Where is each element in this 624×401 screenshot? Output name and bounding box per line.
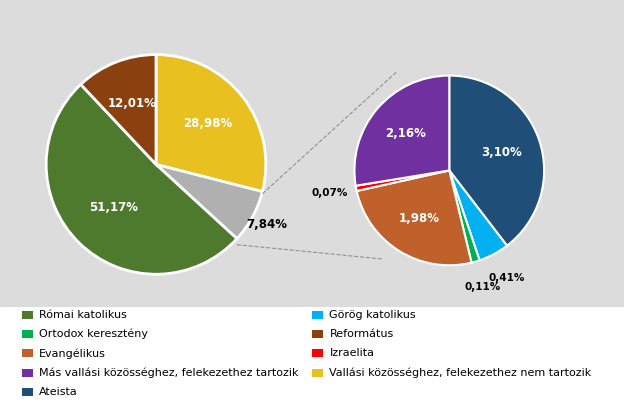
Text: 51,17%: 51,17% — [89, 201, 138, 214]
Text: Görög katolikus: Görög katolikus — [329, 310, 416, 320]
Text: 0,11%: 0,11% — [465, 282, 501, 292]
Wedge shape — [449, 75, 544, 246]
Text: 0,07%: 0,07% — [312, 188, 348, 198]
Text: Ortodox keresztény: Ortodox keresztény — [39, 329, 149, 339]
Wedge shape — [449, 170, 507, 260]
Text: Református: Református — [329, 329, 394, 339]
Text: 1,98%: 1,98% — [399, 212, 440, 225]
Text: 3,10%: 3,10% — [481, 146, 522, 159]
Wedge shape — [80, 55, 156, 164]
Text: 2,16%: 2,16% — [386, 127, 426, 140]
Text: Más vallási közösséghez, felekezethez tartozik: Más vallási közösséghez, felekezethez ta… — [39, 367, 299, 378]
Text: Római katolikus: Római katolikus — [39, 310, 127, 320]
Wedge shape — [156, 55, 266, 192]
Wedge shape — [449, 170, 480, 263]
Wedge shape — [357, 170, 472, 265]
Text: Evangélikus: Evangélikus — [39, 348, 106, 358]
Wedge shape — [46, 84, 237, 274]
Wedge shape — [354, 75, 449, 186]
Wedge shape — [356, 170, 449, 191]
Text: Vallási közösséghez, felekezethez nem tartozik: Vallási közösséghez, felekezethez nem ta… — [329, 367, 592, 378]
Wedge shape — [156, 164, 263, 239]
Text: Izraelita: Izraelita — [329, 348, 374, 358]
Text: 7,84%: 7,84% — [246, 218, 288, 231]
Text: Ateista: Ateista — [39, 387, 78, 397]
Text: 0,41%: 0,41% — [488, 273, 525, 283]
Text: 12,01%: 12,01% — [107, 97, 156, 109]
Text: 28,98%: 28,98% — [183, 117, 233, 130]
